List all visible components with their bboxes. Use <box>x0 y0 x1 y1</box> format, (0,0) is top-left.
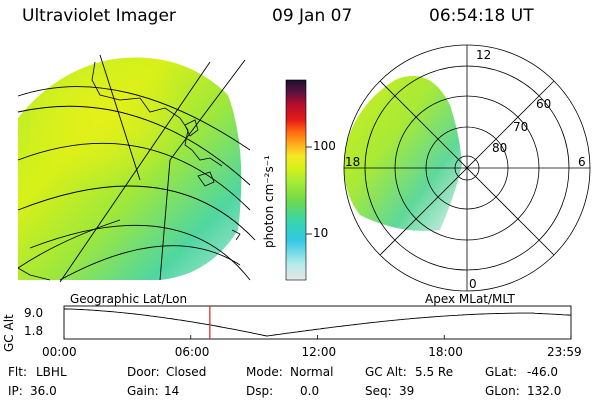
timeline-ytick-top: 9.0 <box>24 306 44 320</box>
mlat-label-60: 60 <box>536 97 552 111</box>
gcalt-label: GC Alt: <box>365 365 407 379</box>
polar-image <box>344 75 462 231</box>
polar-plot-label: Apex MLat/MLT <box>425 292 515 306</box>
gcalt-value: 5.5 Re <box>415 365 454 379</box>
mlt-label-0: 0 <box>469 277 477 291</box>
xtick-label: 23:59 <box>547 345 582 359</box>
xtick-label: 12:00 <box>301 345 337 359</box>
mlt-label-12: 12 <box>476 48 492 62</box>
polar-grid <box>343 44 591 292</box>
glon-label: GLon: <box>485 384 520 398</box>
flt-label: Flt: <box>8 365 27 379</box>
altitude-curve <box>64 308 572 337</box>
mode-value: Normal <box>290 365 334 379</box>
instrument-title: Ultraviolet Imager <box>22 6 176 26</box>
flt-value: LBHL <box>36 365 67 379</box>
timeline-ytick-bottom: 1.8 <box>24 324 44 338</box>
colorbar-label-100: 100 <box>313 139 336 153</box>
glat-value: -46.0 <box>527 365 559 379</box>
colorbar-gradient <box>285 79 307 281</box>
coastlines <box>17 61 241 281</box>
seq-label: Seq: <box>365 384 392 398</box>
time-label: 06:54:18 UT <box>429 6 534 26</box>
dsp-label: Dsp: <box>246 384 274 398</box>
mlt-label-18: 18 <box>345 155 361 169</box>
dsp-value: 0.0 <box>300 384 320 398</box>
geo-grid <box>17 54 256 283</box>
date-label: 09 Jan 07 <box>272 6 353 26</box>
xtick-label: 18:00 <box>428 345 463 359</box>
colorbar-unit-label: photon cm⁻²s⁻¹ <box>262 155 276 248</box>
xtick-label: 06:00 <box>174 345 210 359</box>
mlat-label-70: 70 <box>513 120 529 134</box>
header: Ultraviolet Imager 09 Jan 07 06:54:18 UT <box>0 6 600 30</box>
xtick-label: 00:00 <box>42 345 77 359</box>
timeline-xtick-marks <box>63 335 572 339</box>
timeline-ylabel: GC Alt <box>2 314 16 352</box>
door-label: Door: <box>127 365 160 379</box>
geo-map-label: Geographic Lat/Lon <box>70 292 188 306</box>
mode-label: Mode: <box>246 365 283 379</box>
gain-label: Gain: <box>127 384 159 398</box>
timeline-frame <box>63 305 572 340</box>
ip-label: IP: <box>8 384 23 398</box>
glat-label: GLat: <box>485 365 518 379</box>
door-value: Closed <box>166 365 207 379</box>
colorbar-label-10: 10 <box>313 226 329 240</box>
ip-value: 36.0 <box>30 384 57 398</box>
glon-value: 132.0 <box>527 384 562 398</box>
geo-image <box>18 57 242 280</box>
gain-value: 14 <box>164 384 180 398</box>
mlt-label-6: 6 <box>578 155 586 169</box>
mlat-label-80: 80 <box>492 141 508 155</box>
seq-value: 39 <box>399 384 415 398</box>
